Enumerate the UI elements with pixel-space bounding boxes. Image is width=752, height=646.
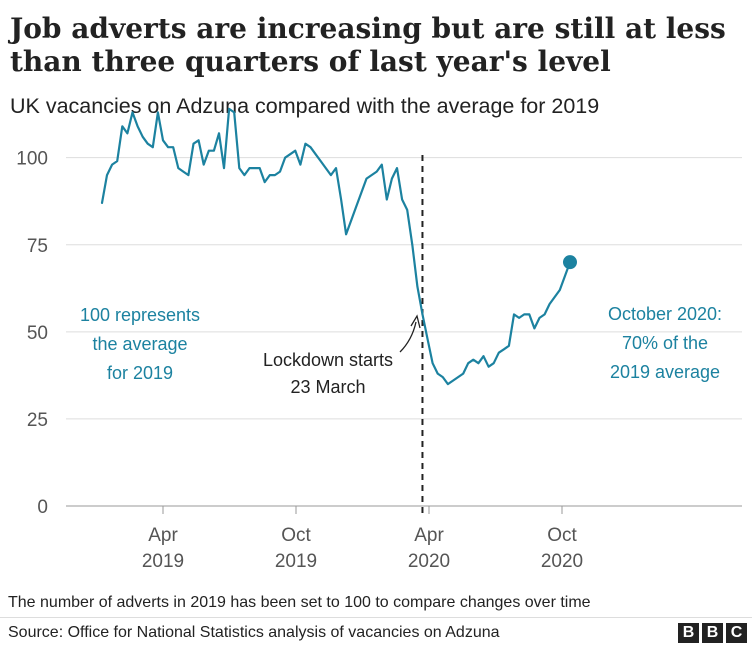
y-tick-label: 25 — [27, 410, 48, 431]
footer-divider — [0, 617, 752, 618]
lockdown-pointer-arrowhead — [410, 314, 421, 329]
bbc-logo-letter: C — [726, 623, 747, 643]
bbc-logo: B B C — [678, 623, 747, 643]
annotations: 100 represents the average for 2019 October… — [80, 155, 722, 514]
chart-subtitle: UK vacancies on Adzuna compared with the… — [10, 94, 600, 118]
baseline-annotation: 100 represents — [80, 305, 200, 325]
y-tick-label: 100 — [16, 149, 48, 170]
lockdown-label-background — [244, 342, 412, 404]
latest-value-point — [562, 255, 577, 270]
lockdown-annotation: Lockdown starts — [263, 350, 393, 370]
bbc-logo-letter: B — [678, 623, 699, 643]
baseline-annotation: for 2019 — [107, 363, 173, 383]
x-tick-label: 2020 — [541, 551, 583, 572]
chart-title: Job adverts are increasing but are still… — [10, 12, 726, 78]
latest-annotation: 70% of the — [622, 333, 708, 353]
y-tick-label: 50 — [27, 323, 48, 344]
y-tick-label: 75 — [27, 236, 48, 257]
baseline-annotation: the average — [92, 334, 187, 354]
latest-annotation: 2019 average — [610, 362, 720, 382]
x-tick-label: Apr — [414, 525, 444, 546]
x-tick-label: 2019 — [142, 551, 184, 572]
lockdown-pointer-line — [399, 321, 417, 353]
y-axis-ticks: 0 25 50 75 100 — [16, 149, 48, 518]
x-tick-label: Oct — [547, 525, 577, 546]
series — [100, 107, 577, 386]
chart-footnote: The number of adverts in 2019 has been s… — [8, 594, 591, 611]
x-tick-label: 2020 — [408, 551, 450, 572]
bbc-logo-letter: B — [702, 623, 723, 643]
grid — [66, 157, 742, 507]
x-tick-label: Oct — [281, 525, 311, 546]
source-text: Source: Office for National Statistics a… — [8, 624, 500, 641]
x-axis-ticks: Apr 2019 Oct 2019 Apr 2020 Oct 2020 — [142, 506, 583, 572]
vacancies-series-line — [100, 107, 572, 386]
y-tick-label: 0 — [37, 497, 48, 518]
lockdown-annotation: 23 March — [290, 377, 365, 397]
latest-annotation: October 2020: — [608, 304, 722, 324]
x-tick-label: 2019 — [275, 551, 317, 572]
x-tick-label: Apr — [148, 525, 178, 546]
